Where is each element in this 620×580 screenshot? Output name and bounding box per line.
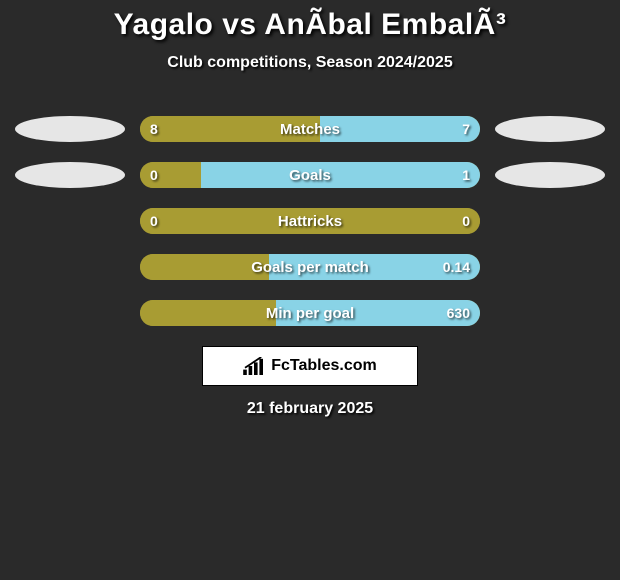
- stat-value-right: 7: [462, 116, 470, 142]
- bar-segment-left: [140, 254, 269, 280]
- player-right-ellipse: [495, 254, 605, 280]
- stat-value-right: 1: [462, 162, 470, 188]
- player-right-ellipse: [495, 208, 605, 234]
- stat-bar: Min per goal630: [140, 300, 480, 326]
- page-title: Yagalo vs AnÃ­bal EmbalÃ³: [0, 8, 620, 42]
- bar-segment-right: [320, 116, 480, 142]
- branding-text: FcTables.com: [271, 357, 377, 375]
- stat-value-right: 0.14: [443, 254, 470, 280]
- infographic-container: Yagalo vs AnÃ­bal EmbalÃ³ Club competiti…: [0, 0, 620, 418]
- stat-row: Goals per match0.14: [0, 254, 620, 280]
- stat-row: Goals01: [0, 162, 620, 188]
- stat-value-left: 0: [150, 208, 158, 234]
- stat-row: Hattricks00: [0, 208, 620, 234]
- stat-value-right: 0: [462, 208, 470, 234]
- bar-segment-left: [140, 300, 276, 326]
- player-left-ellipse: [15, 300, 125, 326]
- stat-bar: Hattricks00: [140, 208, 480, 234]
- stat-value-right: 630: [447, 300, 470, 326]
- player-left-ellipse: [15, 208, 125, 234]
- player-right-ellipse: [495, 300, 605, 326]
- branding-box: FcTables.com: [202, 346, 418, 386]
- bar-segment-left: [140, 208, 480, 234]
- stat-value-left: 8: [150, 116, 158, 142]
- player-left-ellipse: [15, 254, 125, 280]
- player-right-ellipse: [495, 162, 605, 188]
- stat-bar: Goals per match0.14: [140, 254, 480, 280]
- bar-segment-right: [201, 162, 480, 188]
- footer-date: 21 february 2025: [0, 400, 620, 418]
- player-right-ellipse: [495, 116, 605, 142]
- stat-row: Min per goal630: [0, 300, 620, 326]
- player-left-ellipse: [15, 116, 125, 142]
- stats-rows: Matches87Goals01Hattricks00Goals per mat…: [0, 116, 620, 326]
- stat-row: Matches87: [0, 116, 620, 142]
- player-left-ellipse: [15, 162, 125, 188]
- chart-icon: [243, 357, 265, 375]
- stat-value-left: 0: [150, 162, 158, 188]
- stat-bar: Goals01: [140, 162, 480, 188]
- page-subtitle: Club competitions, Season 2024/2025: [0, 54, 620, 72]
- bar-segment-left: [140, 116, 320, 142]
- stat-bar: Matches87: [140, 116, 480, 142]
